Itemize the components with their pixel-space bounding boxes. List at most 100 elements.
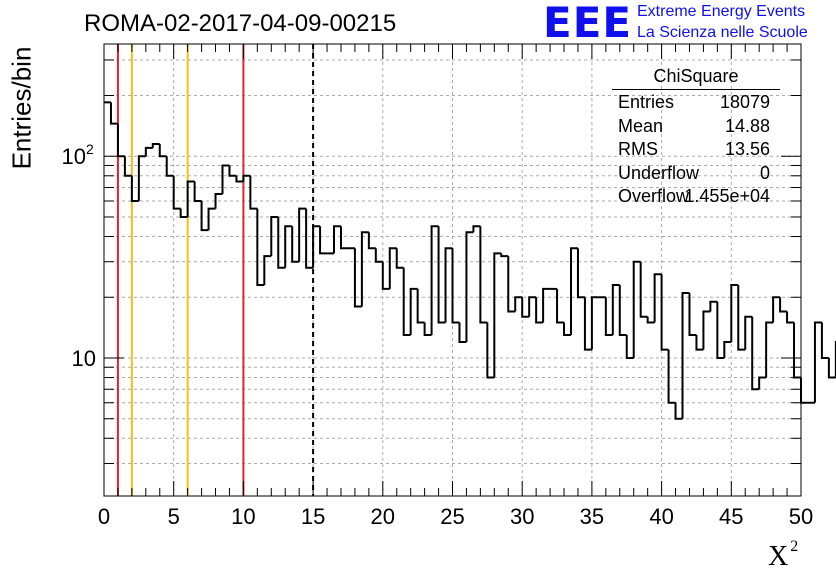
histogram-bin [625,335,634,359]
y-tick-label: 10 [72,346,96,371]
histogram-bin [207,207,216,231]
histogram-bin [820,322,829,359]
histogram-bin [772,296,781,323]
histogram-bin [144,146,153,157]
histogram-bin [430,225,439,336]
x-tick-label: 20 [371,504,395,529]
histogram-bin [611,284,620,336]
histogram-bin [333,225,341,254]
histogram-bin [639,261,648,318]
histogram-bin [319,226,328,255]
histogram-bin [409,287,418,336]
stat-value: 0 [759,162,770,183]
y-tick-label-exponent: 2 [86,141,94,157]
x-axis-label-superscript: 2 [790,538,799,555]
stat-value: 18079 [719,92,770,112]
histogram-bin [730,284,739,343]
histogram-bin [367,232,376,250]
histogram-bin [416,288,425,324]
histogram-bin [486,322,495,379]
x-tick-label: 45 [719,504,743,529]
histogram-bin [646,316,655,324]
histogram-bin [116,123,125,158]
y-tick-label: 10 [62,144,86,169]
histogram-bin [388,247,397,289]
histogram-bin [221,164,230,194]
histogram-bin [779,297,788,313]
histogram-bin [716,301,725,359]
histogram-bin [158,143,167,158]
histogram-bin [702,310,711,350]
x-tick-label: 10 [231,504,255,529]
histogram-bin [305,208,314,269]
histogram-bin [402,267,411,337]
x-axis-label-base: X [768,541,789,572]
histogram-bin [737,285,746,351]
histogram-bin [813,321,822,403]
histogram-bin [528,296,537,317]
histogram-bin [514,296,523,312]
histogram-bin [465,231,474,343]
histogram-bin [667,349,676,404]
stat-key: RMS [618,139,658,159]
stat-value: 13.56 [724,139,770,159]
x-tick-label: 15 [301,504,325,529]
x-tick-label: 50 [789,504,813,529]
histogram-bin [793,322,801,379]
histogram-bin [786,311,795,324]
histogram-bin [583,297,592,351]
histogram-bin [472,225,481,233]
stat-key: Underflow [618,162,700,183]
eee-logo: EEE [543,0,633,47]
histogram-bin [130,175,139,202]
histogram-bin [653,273,662,323]
x-tick-label: 0 [98,504,110,529]
histogram-bin [284,225,293,268]
stat-row-entries: Entries 18079 [612,92,780,116]
histogram-bin [193,181,202,202]
stat-row-underflow: Underflow 0 [612,163,780,187]
histogram-bin [556,288,565,324]
histogram-bin [256,208,265,287]
histogram-bin [618,285,627,337]
histogram-bin [360,231,369,307]
histogram-bin [604,297,613,337]
histogram-bin [576,248,585,299]
stat-key: Mean [618,115,664,136]
histogram-bin [632,260,641,358]
histogram-bin [723,341,732,358]
histogram-bin [270,215,279,257]
histogram-bin [381,261,390,290]
histogram-bin [744,315,753,350]
histogram-bin [137,155,146,201]
x-tick-label: 40 [649,504,673,529]
histogram-bin [109,102,118,125]
histogram-bin [228,165,237,177]
histogram-bin [479,226,488,324]
histogram-bin [751,316,760,391]
stat-row-mean: Mean 14.88 [612,116,780,140]
stat-row-rms: RMS 13.56 [612,139,780,163]
logo-text-line2: La Scienza nelle Scuole [637,24,808,41]
histogram-bin [312,225,321,268]
x-tick-label: 25 [440,504,464,529]
histogram-bin [235,175,244,183]
stat-row-overflow: Overflow 1.455e+04 [612,186,780,210]
histogram-bin [695,335,704,351]
histogram-bin [423,322,432,337]
histogram-bin [451,248,460,324]
histogram-bin [709,300,718,312]
x-tick-label: 30 [510,504,534,529]
histogram-bin [493,252,502,378]
histogram-bin [249,175,258,210]
histogram-bin [291,226,300,263]
histogram-bin [590,296,599,350]
histogram-bin [688,292,697,337]
histogram-bin [563,322,571,337]
histogram-bin [500,253,509,258]
histogram-bin [242,174,251,182]
histogram-bin [542,287,551,323]
histogram-bin [535,297,544,324]
